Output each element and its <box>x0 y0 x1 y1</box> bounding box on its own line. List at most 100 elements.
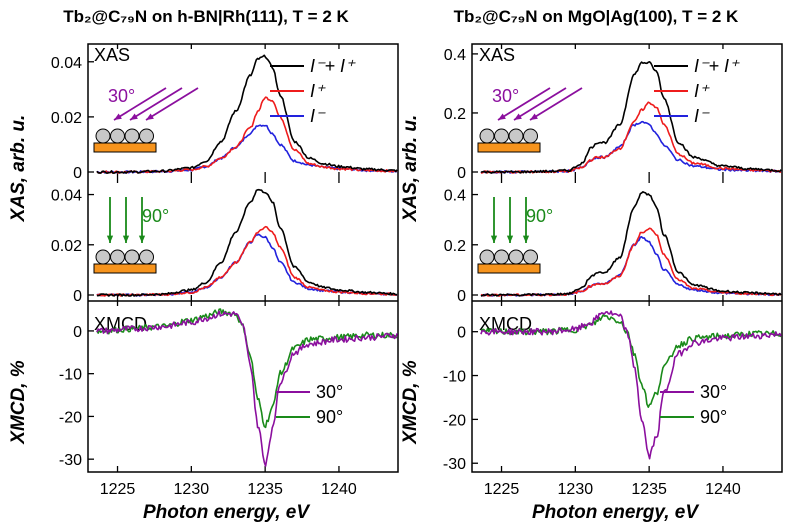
left-xas-90-plot: 0 0.02 0.04 <box>51 178 398 305</box>
left-xmcd-panel-label: XMCD <box>94 314 147 334</box>
right-xas-30-ytick-label: 0.4 <box>444 47 466 64</box>
left-xas-30-ytick-label: 0 <box>73 165 82 182</box>
left-xmcd-xtick-label: 1230 <box>174 481 210 498</box>
left-xmcd-ytick-label: 0 <box>73 324 82 341</box>
left-xas-30-ytick-label: 0.02 <box>51 110 82 127</box>
left-frame <box>87 43 399 473</box>
right-beam-arrow <box>513 87 567 121</box>
left-molecule <box>124 249 140 265</box>
right-xmcd-xtick-label: 1230 <box>558 481 594 498</box>
right-legend-label: I⁻+ I⁺ <box>694 56 740 76</box>
right-molecule <box>508 249 524 265</box>
left-beam-arrow <box>145 87 199 121</box>
right-xlabel: Photon energy, eV <box>532 502 699 523</box>
right-xas-90-series-line <box>480 191 782 297</box>
left-legend-label: I⁻+ I⁺ <box>310 56 356 76</box>
right-figure-title: Tb₂@C₇₉N on MgO|Ag(100), T = 2 K <box>454 7 739 26</box>
left-angle-label: 30° <box>108 86 135 106</box>
left-xmcd-ylabel: XMCD, % <box>8 360 29 445</box>
right-molecule <box>523 128 538 144</box>
left-beam-arrow <box>129 87 183 121</box>
right-xmcd-xtick-label: 1235 <box>631 481 667 498</box>
right-xas-panel-label: XAS <box>479 45 515 65</box>
right-legend-label: 90° <box>700 407 727 427</box>
right-molecule <box>494 128 509 144</box>
left-xmcd-ytick-label: -10 <box>59 367 82 384</box>
right-beam-arrow <box>497 87 551 121</box>
left-legend-label: 30° <box>316 382 343 402</box>
left-beam-arrowhead <box>122 235 130 243</box>
right-xas-90-ytick-label: 0 <box>457 288 466 305</box>
left-xas-ylabel: XAS, arb. u. <box>8 115 29 223</box>
right-molecule <box>494 249 509 265</box>
right-xmcd-plot: -30 -20 -10 0 1225 1230 1235 1240 <box>443 301 782 498</box>
left-xas-90-ytick-label: 0.04 <box>51 188 82 205</box>
left-figure-title: Tb₂@C₇₉N on h-BN|Rh(111), T = 2 K <box>63 7 349 26</box>
left-xmcd-series-line <box>96 308 398 429</box>
right-beam-arrowhead <box>530 113 538 120</box>
left-xas-90-ytick-label: 0.02 <box>51 238 82 255</box>
right-xas-90-ytick-label: 0.2 <box>444 238 466 255</box>
left-beam-arrowhead <box>146 113 154 120</box>
right-frame <box>471 43 783 473</box>
left-legend-label: I⁻ <box>310 106 326 126</box>
left-beam-arrowhead <box>138 235 146 243</box>
right-angle-label: 90° <box>526 206 553 226</box>
left-xas-30-plot: 0 0.02 0.04 <box>51 44 398 182</box>
left-beam-arrow <box>113 87 167 121</box>
right-beam-arrowhead <box>490 235 498 243</box>
left-substrate <box>93 142 157 153</box>
right-xmcd-xtick-label: 1225 <box>484 481 520 498</box>
left-molecule <box>124 128 140 144</box>
right-xmcd-ytick-label: -20 <box>443 412 466 429</box>
right-xmcd-series-line <box>480 310 782 460</box>
left-xmcd-plot: -30 -20 -10 0 1225 1230 1235 1240 <box>59 301 398 498</box>
left-angle-label: 90° <box>142 206 169 226</box>
right-beam-arrowhead <box>514 113 522 120</box>
left-xlabel: Photon energy, eV <box>143 502 310 523</box>
right-molecule <box>508 128 524 144</box>
left-xas-90-series-line <box>96 188 398 297</box>
right-molecule <box>479 249 495 265</box>
right-xas-30-series-line <box>480 61 782 174</box>
left-xmcd-xtick-label: 1235 <box>247 481 283 498</box>
left-beam-arrowhead <box>130 113 138 120</box>
left-xas-30-ytick-label: 0.04 <box>51 55 82 72</box>
left-xas-panel-label: XAS <box>94 45 130 65</box>
left-legend-label: I⁺ <box>310 81 326 101</box>
right-xas-30-plot: 0 0.2 0.4 <box>444 44 782 182</box>
left-xmcd-xtick-label: 1240 <box>321 481 357 498</box>
left-xmcd-xtick-label: 1225 <box>100 481 136 498</box>
right-beam-arrow <box>529 87 583 121</box>
left-xmcd-ytick-label: -20 <box>59 409 82 426</box>
right-legend-label: I⁺ <box>694 81 710 101</box>
right-xmcd-ylabel: XMCD, % <box>400 360 421 445</box>
right-xmcd-ytick-label: 0 <box>457 325 466 342</box>
right-substrate <box>477 263 541 274</box>
right-legend-label: 30° <box>700 382 727 402</box>
left-xas-30-series-line <box>96 96 398 174</box>
right-xas-30-ytick-label: 0 <box>457 165 466 182</box>
right-legend-label: I⁻ <box>694 106 710 126</box>
left-molecule <box>139 249 154 265</box>
right-xas-30-ytick-label: 0.2 <box>444 106 466 123</box>
left-xmcd-series-line <box>96 310 398 467</box>
left-beam-arrowhead <box>114 113 122 120</box>
right-beam-arrowhead <box>522 235 530 243</box>
right-xas-90-plot: 0 0.2 0.4 <box>444 178 782 305</box>
right-beam-arrowhead <box>498 113 506 120</box>
left-molecule <box>95 128 111 144</box>
left-molecule <box>110 128 125 144</box>
left-molecule <box>95 249 111 265</box>
right-molecule <box>479 128 495 144</box>
left-substrate <box>93 263 157 274</box>
right-xas-90-ytick-label: 0.4 <box>444 188 466 205</box>
left-xas-30-series-line <box>96 54 398 174</box>
left-legend-label: 90° <box>316 407 343 427</box>
right-xmcd-xtick-label: 1240 <box>705 481 741 498</box>
right-molecule <box>523 249 538 265</box>
right-beam-arrowhead <box>506 235 514 243</box>
left-molecule <box>110 249 125 265</box>
left-beam-arrowhead <box>106 235 114 243</box>
